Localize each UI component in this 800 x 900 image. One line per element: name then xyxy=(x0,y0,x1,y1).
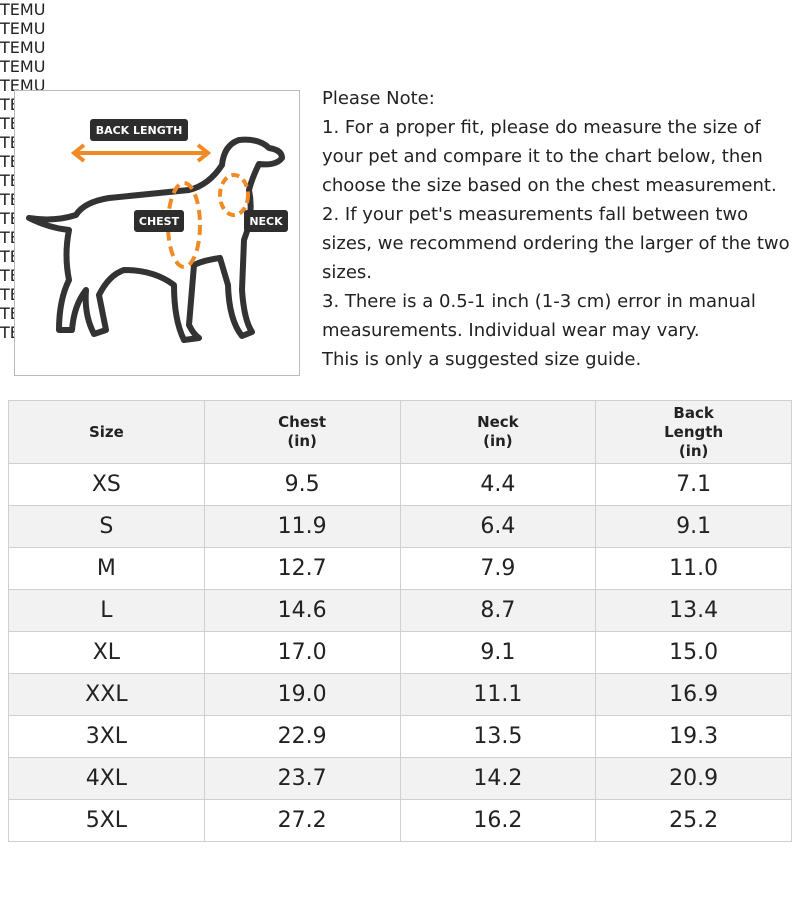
label-box xyxy=(90,119,188,141)
size-table: Size Chest (in) Neck (in) Back Length (in) XS 9.… xyxy=(8,400,792,842)
header-text: Neck xyxy=(477,413,519,431)
table-cell: XS xyxy=(8,463,205,506)
table-cell: 7.1 xyxy=(595,463,792,506)
dog-outline xyxy=(26,136,285,343)
watermark: TEMU xyxy=(0,19,46,38)
label-box xyxy=(134,210,184,232)
table-row: 3XL 22.9 13.5 19.3 xyxy=(8,715,792,758)
table-cell: 20.9 xyxy=(595,757,792,800)
diagram-label: BACK LENGTH xyxy=(96,124,183,137)
table-cell: 13.5 xyxy=(399,715,597,758)
diagram-label: CHEST xyxy=(139,215,180,228)
table-cell: 15.0 xyxy=(595,631,792,674)
table-cell: 11.1 xyxy=(399,673,597,716)
note-line: 2. If your pet's measurements fall betwe… xyxy=(322,204,790,283)
header-text: Back xyxy=(673,403,714,422)
table-cell: XXL xyxy=(8,673,205,716)
table-cell: XL xyxy=(8,631,205,674)
note-title: Please Note: xyxy=(322,88,435,109)
table-cell: 14.2 xyxy=(399,757,597,800)
table-cell: 4XL xyxy=(8,757,205,800)
watermark: TEMU xyxy=(0,38,46,57)
table-cell: 14.6 xyxy=(203,589,401,632)
label-box xyxy=(244,210,288,232)
watermark: TEMU xyxy=(0,0,46,19)
note: Please Note: 1. For a proper fit, please… xyxy=(322,84,792,374)
table-cell: 8.7 xyxy=(399,589,597,632)
table-cell: 22.9 xyxy=(203,715,401,758)
table-cell: 25.2 xyxy=(595,799,792,842)
header-text: Length xyxy=(664,422,724,441)
table-row: L 14.6 8.7 13.4 xyxy=(8,589,792,632)
table-cell: 9.5 xyxy=(203,463,401,506)
table-cell: 27.2 xyxy=(203,799,401,842)
table-cell: 5XL xyxy=(8,799,205,842)
note-line: 3. There is a 0.5-1 inch (1-3 cm) error … xyxy=(322,291,756,341)
header-text: Size xyxy=(88,422,124,441)
header-text: Chest xyxy=(278,413,327,431)
header-text: (in) xyxy=(678,441,709,460)
table-cell: 19.3 xyxy=(595,715,792,758)
table-cell: 6.4 xyxy=(399,505,597,548)
table-cell: 9.1 xyxy=(399,631,597,674)
table-cell: 17.0 xyxy=(203,631,401,674)
header-cell: Size xyxy=(8,400,205,464)
table-cell: 13.4 xyxy=(595,589,792,632)
chest-loop xyxy=(166,181,202,269)
header-text: (in) xyxy=(287,432,317,450)
table-cell: S xyxy=(8,505,205,548)
table-cell: 12.7 xyxy=(203,547,401,590)
table-cell: L xyxy=(8,589,205,632)
table-row: S 11.9 6.4 9.1 xyxy=(8,505,792,548)
table-row: 5XL 27.2 16.2 25.2 xyxy=(8,799,792,842)
table-cell: 16.9 xyxy=(595,673,792,716)
diagram-label: NECK xyxy=(249,215,283,228)
header-cell: Chest (in) xyxy=(203,400,401,464)
table-cell: 9.1 xyxy=(595,505,792,548)
table-cell: 7.9 xyxy=(399,547,597,590)
neck-loop xyxy=(218,173,250,217)
table-row: XXL 19.0 11.1 16.9 xyxy=(8,673,792,716)
header-text: (in) xyxy=(483,432,513,450)
header-cell: Back Length (in) xyxy=(595,400,792,464)
header-row: Size Chest (in) Neck (in) Back Length (in) xyxy=(8,400,792,464)
table-cell: 19.0 xyxy=(203,673,401,716)
table-cell: 11.0 xyxy=(595,547,792,590)
arrow-heads xyxy=(70,143,212,163)
note-line: This is only a suggested size guide. xyxy=(322,349,642,370)
table-cell: 11.9 xyxy=(203,505,401,548)
table-cell: M xyxy=(8,547,205,590)
table-row: XL 17.0 9.1 15.0 xyxy=(8,631,792,674)
watermark: TEMU xyxy=(0,57,46,76)
header-cell: Neck (in) xyxy=(399,400,597,464)
dog-diagram: BACK LENGTH CHEST NECK xyxy=(14,90,300,376)
table-cell: 4.4 xyxy=(399,463,597,506)
table-cell: 3XL xyxy=(8,715,205,758)
table-row: M 12.7 7.9 11.0 xyxy=(8,547,792,590)
table-cell: 16.2 xyxy=(399,799,597,842)
note-line: 1. For a proper fit, please do measure t… xyxy=(322,117,777,196)
table-cell: 23.7 xyxy=(203,757,401,800)
table-row: XS 9.5 4.4 7.1 xyxy=(8,463,792,506)
table-row: 4XL 23.7 14.2 20.9 xyxy=(8,757,792,800)
